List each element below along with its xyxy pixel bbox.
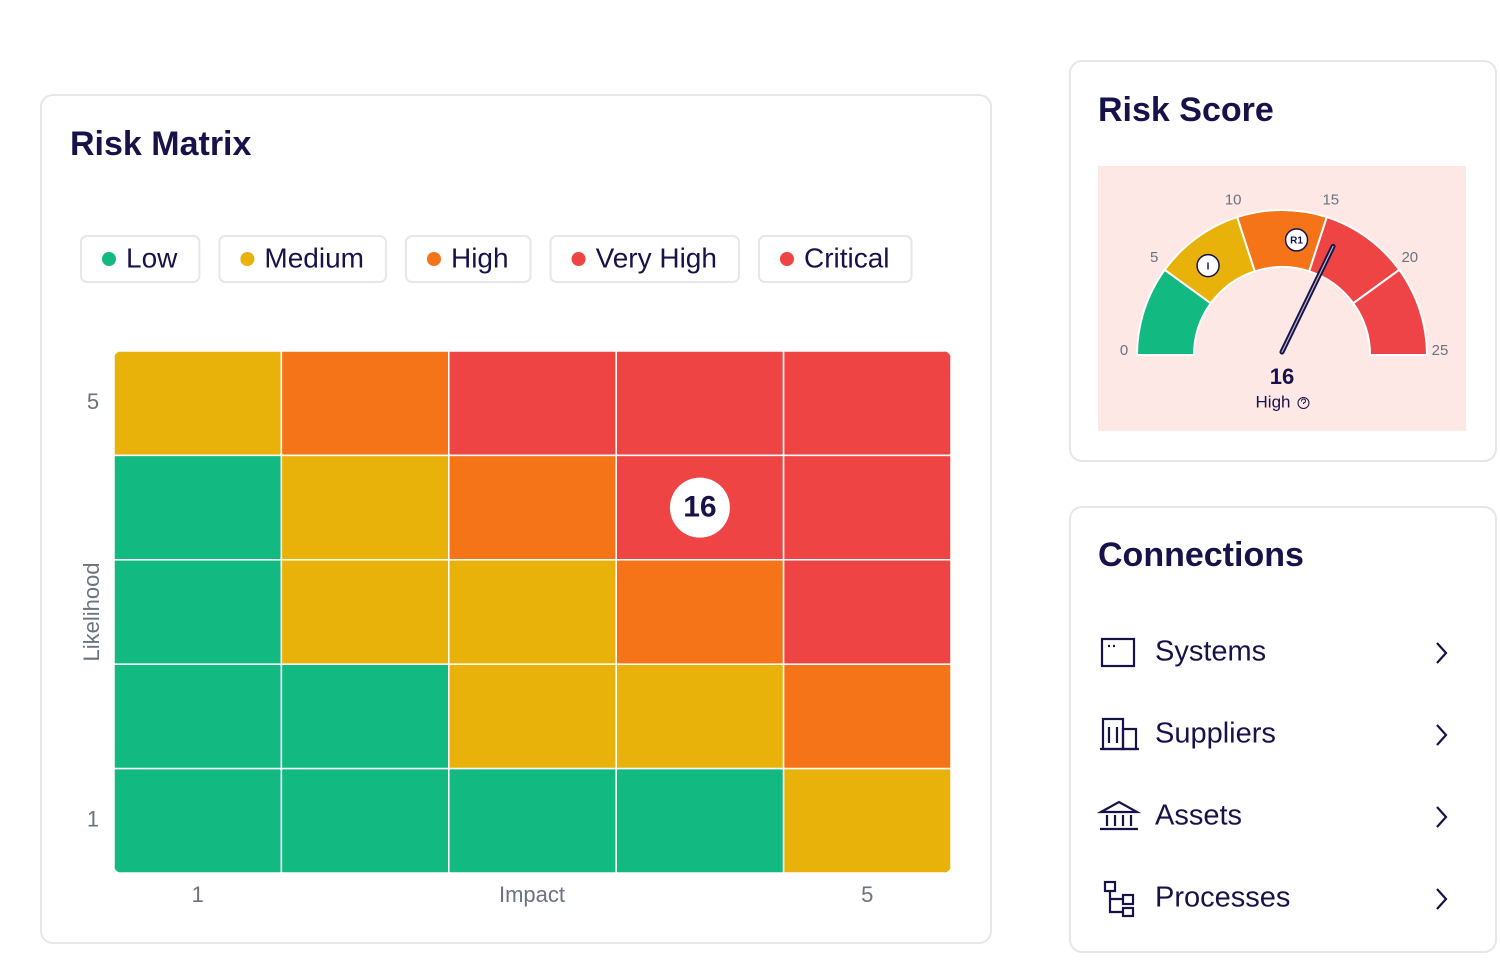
gauge-tick-label: 20: [1401, 249, 1418, 266]
legend-dot: [779, 252, 794, 266]
help-icon: [1297, 397, 1310, 409]
matrix: 5 1 1 5 16: [87, 351, 951, 907]
legend-dot: [240, 252, 255, 266]
matrix-cell: [615, 663, 785, 770]
matrix-cell: [280, 767, 450, 873]
systems-icon: [1100, 637, 1136, 668]
legend-item[interactable]: High: [404, 235, 532, 283]
legend-pill: [404, 235, 532, 283]
cells: [114, 351, 951, 873]
matrix-cell: [280, 663, 450, 770]
assets-icon: [1096, 800, 1142, 831]
legend-pill: [80, 235, 201, 283]
legend-dot: [102, 252, 116, 266]
legend: Low Medium High Very High Critical: [80, 235, 913, 283]
matrix-cell: [448, 663, 617, 770]
gauge-needle-highlight: [1281, 245, 1334, 353]
chevron: [1436, 724, 1448, 746]
connection-suppliers[interactable]: Suppliers: [1100, 717, 1448, 751]
y-tick-label: 1: [87, 807, 99, 832]
matrix-cell: [782, 454, 951, 561]
matrix-cell: [114, 351, 283, 457]
connection-processes[interactable]: Processes: [1103, 880, 1448, 918]
matrix-cell: [782, 663, 951, 770]
matrix-cell: [615, 351, 785, 457]
matrix-cell: [448, 767, 617, 873]
gauge-tick-label: 0: [1120, 342, 1128, 359]
matrix-cell: [448, 351, 617, 457]
gauge-marker: [1284, 228, 1309, 252]
chevron: [1436, 806, 1448, 828]
matrix-cell: [114, 454, 283, 561]
legend-pill: [757, 235, 913, 283]
gauge-level: High: [1256, 392, 1291, 411]
connection-systems[interactable]: Systems: [1100, 636, 1448, 668]
chevron: [1436, 642, 1448, 664]
legend-label: Very High: [596, 242, 717, 273]
connections-title: Connections: [1098, 536, 1304, 574]
connections-card: [1069, 506, 1497, 953]
legend-label: Low: [126, 242, 178, 273]
x-tick-label: 1: [192, 882, 204, 907]
legend-label: High: [451, 242, 509, 273]
matrix-cell: [782, 767, 951, 873]
matrix-cell: [782, 559, 951, 665]
legend-item[interactable]: Critical: [757, 235, 913, 283]
matrix-cell: [114, 767, 283, 873]
gauge-tick-label: 10: [1225, 192, 1242, 209]
gauge-marker-label: R1: [1290, 236, 1303, 247]
matrix-cell: [280, 559, 450, 665]
y-tick-label: 5: [87, 389, 99, 414]
matrix-cell: [114, 663, 283, 770]
gauge: 0 5 10 15 20 25 I R1 16 High: [1120, 192, 1449, 412]
connection-label: Assets: [1155, 800, 1242, 832]
legend-pill: [549, 235, 740, 283]
connection-assets[interactable]: Assets: [1096, 800, 1448, 832]
connection-label: Systems: [1155, 636, 1266, 668]
connection-label: Suppliers: [1155, 718, 1276, 750]
help-icon-mark: [1300, 398, 1306, 404]
matrix-cell: [114, 559, 283, 665]
x-tick-label: 5: [861, 882, 873, 907]
legend-item[interactable]: Low: [80, 235, 201, 283]
gauge-band: [1351, 268, 1429, 356]
score-marker: [669, 477, 730, 538]
gauge-tick-label: 25: [1432, 342, 1449, 359]
gauge-value: 16: [1270, 364, 1294, 389]
matrix-cell: [782, 351, 951, 457]
matrix-cell: [615, 767, 785, 873]
matrix-cell: [448, 559, 617, 665]
matrix-cell: [448, 454, 617, 561]
y-axis-label: Likelihood: [79, 562, 104, 661]
gauge-tick-label: 5: [1150, 249, 1158, 266]
matrix-cell: [280, 454, 450, 561]
legend-dot: [426, 252, 441, 266]
gauge-tick-label: 15: [1322, 192, 1339, 209]
legend-label: Medium: [264, 242, 364, 273]
processes-icon: [1103, 880, 1135, 918]
risk-matrix-title: Risk Matrix: [70, 125, 251, 163]
chevron: [1436, 888, 1448, 910]
risk-score-title: Risk Score: [1098, 91, 1274, 129]
legend-label: Critical: [804, 242, 890, 273]
matrix-cell: [280, 351, 450, 457]
score-marker-label: 16: [683, 491, 716, 524]
legend-dot: [571, 252, 586, 266]
matrix-cell: [615, 559, 785, 665]
gauge-marker-label: I: [1207, 261, 1210, 272]
suppliers-icon: [1100, 717, 1139, 751]
x-axis-label: Impact: [499, 882, 565, 907]
connection-label: Processes: [1155, 882, 1290, 914]
gauge-marker: [1196, 253, 1220, 278]
legend-item[interactable]: Medium: [218, 235, 387, 283]
legend-pill: [218, 235, 387, 283]
legend-item[interactable]: Very High: [549, 235, 740, 283]
